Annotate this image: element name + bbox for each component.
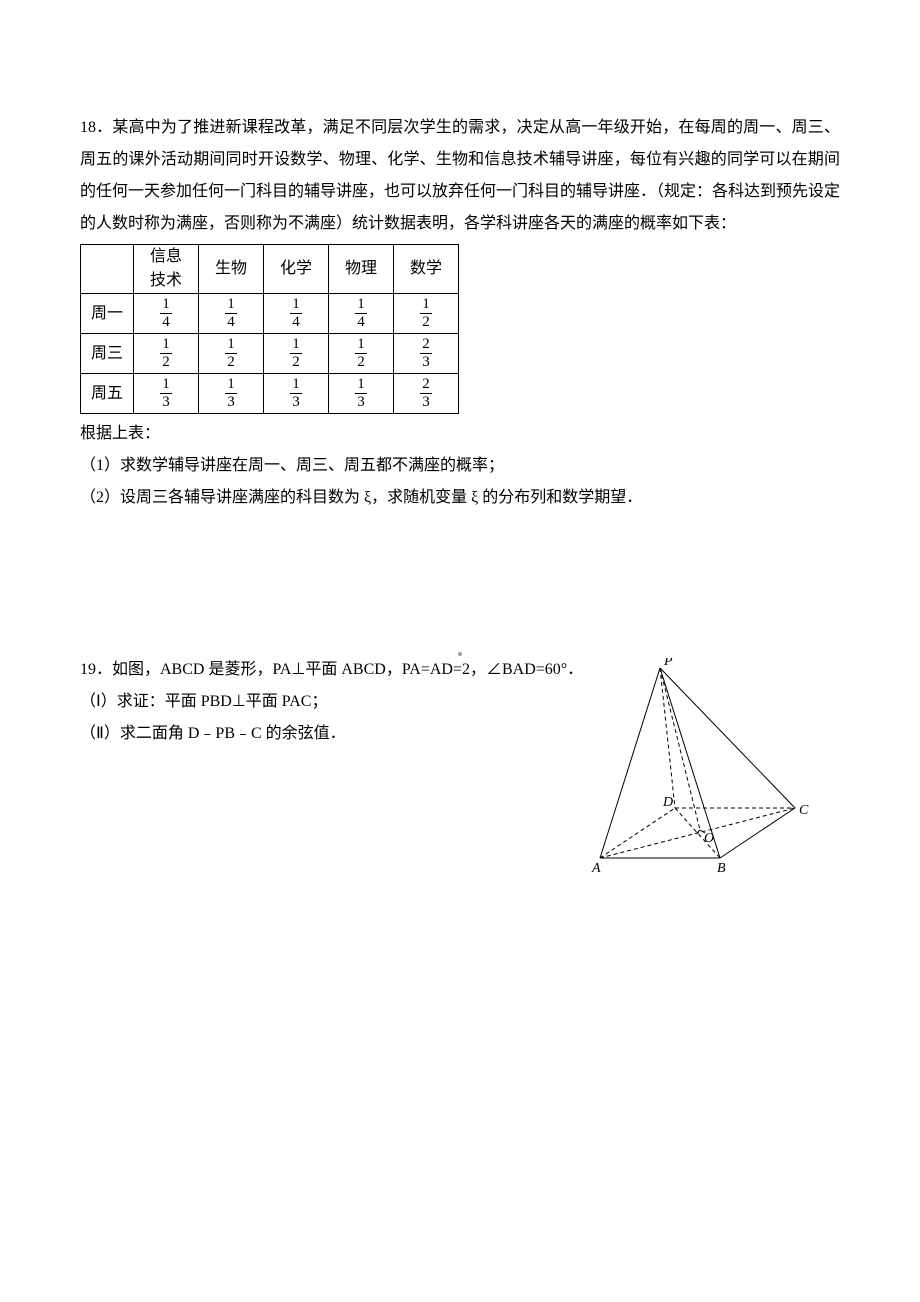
frac-den: 3: [355, 394, 367, 410]
frac-den: 3: [420, 354, 432, 370]
table-header-info-text: 信息技术: [150, 245, 182, 293]
svg-text:P: P: [663, 658, 673, 669]
q18-part1: （1）求数学辅导讲座在周一、周三、周五都不满座的概率；: [80, 450, 840, 482]
svg-text:C: C: [799, 803, 809, 818]
q19-part2: （Ⅱ）求二面角 D﹣PB﹣C 的余弦值．: [80, 718, 600, 750]
frac-den: 2: [355, 354, 367, 370]
frac-num: 1: [160, 297, 172, 314]
q18-after-table: 根据上表：: [80, 418, 840, 450]
cell: 23: [394, 334, 459, 374]
geometry-svg: P A B C D O: [590, 658, 810, 878]
q19-part1: （Ⅰ）求证：平面 PBD⊥平面 PAC；: [80, 686, 600, 718]
frac-den: 3: [225, 394, 237, 410]
cell: 14: [134, 294, 199, 334]
frac-num: 2: [420, 337, 432, 354]
frac-num: 1: [160, 377, 172, 394]
frac-num: 1: [355, 377, 367, 394]
cell: 12: [394, 294, 459, 334]
probability-table: 信息技术 生物 化学 物理 数学 周一 14 14 14 14 12 周三 12…: [80, 244, 459, 414]
frac-den: 3: [160, 394, 172, 410]
cell: 14: [199, 294, 264, 334]
row-day-mon: 周一: [81, 294, 134, 334]
frac-den: 2: [420, 314, 432, 330]
frac-den: 3: [420, 394, 432, 410]
frac-den: 4: [290, 314, 302, 330]
table-header-bio: 生物: [199, 245, 264, 294]
frac-num: 1: [290, 377, 302, 394]
table-header-chem: 化学: [264, 245, 329, 294]
row-day-fri: 周五: [81, 374, 134, 414]
cell: 12: [264, 334, 329, 374]
frac-num: 1: [290, 337, 302, 354]
table-header-info: 信息技术: [134, 245, 199, 294]
svg-text:A: A: [591, 861, 601, 876]
frac-num: 2: [420, 377, 432, 394]
table-row: 周三 12 12 12 12 23: [81, 334, 459, 374]
cell: 12: [199, 334, 264, 374]
table-row: 周一 14 14 14 14 12: [81, 294, 459, 334]
svg-text:B: B: [717, 861, 726, 876]
frac-num: 1: [225, 337, 237, 354]
cell: 13: [264, 374, 329, 414]
q19-intro: 19．如图，ABCD 是菱形，PA⊥平面 ABCD，PA=AD=2，∠BAD=6…: [80, 654, 600, 686]
q19-block: 19．如图，ABCD 是菱形，PA⊥平面 ABCD，PA=AD=2，∠BAD=6…: [80, 654, 840, 750]
row-day-wed: 周三: [81, 334, 134, 374]
cell: 13: [329, 374, 394, 414]
frac-num: 1: [225, 297, 237, 314]
frac-den: 4: [225, 314, 237, 330]
q18-part2: （2）设周三各辅导讲座满座的科目数为 ξ，求随机变量 ξ 的分布列和数学期望．: [80, 482, 840, 514]
table-header-row: 信息技术 生物 化学 物理 数学: [81, 245, 459, 294]
frac-den: 3: [290, 394, 302, 410]
frac-den: 2: [225, 354, 237, 370]
frac-num: 1: [355, 337, 367, 354]
document-page: 18．某高中为了推进新课程改革，满足不同层次学生的需求，决定从高一年级开始，在每…: [0, 0, 920, 1302]
q19-text: 19．如图，ABCD 是菱形，PA⊥平面 ABCD，PA=AD=2，∠BAD=6…: [80, 654, 600, 750]
frac-den: 2: [160, 354, 172, 370]
svg-text:D: D: [662, 795, 673, 810]
frac-num: 1: [225, 377, 237, 394]
geometry-figure: P A B C D O: [590, 658, 810, 878]
table-header-phys: 物理: [329, 245, 394, 294]
cell: 14: [329, 294, 394, 334]
cell: 13: [134, 374, 199, 414]
frac-num: 1: [160, 337, 172, 354]
frac-num: 1: [290, 297, 302, 314]
svg-text:O: O: [704, 831, 714, 846]
frac-num: 1: [355, 297, 367, 314]
table-header-math: 数学: [394, 245, 459, 294]
cell: 23: [394, 374, 459, 414]
frac-den: 2: [290, 354, 302, 370]
frac-den: 4: [355, 314, 367, 330]
cell: 12: [329, 334, 394, 374]
table-header-blank: [81, 245, 134, 294]
frac-den: 4: [160, 314, 172, 330]
table-row: 周五 13 13 13 13 23: [81, 374, 459, 414]
q18-intro: 18．某高中为了推进新课程改革，满足不同层次学生的需求，决定从高一年级开始，在每…: [80, 112, 840, 240]
cell: 13: [199, 374, 264, 414]
cell: 14: [264, 294, 329, 334]
cell: 12: [134, 334, 199, 374]
frac-num: 1: [420, 297, 432, 314]
